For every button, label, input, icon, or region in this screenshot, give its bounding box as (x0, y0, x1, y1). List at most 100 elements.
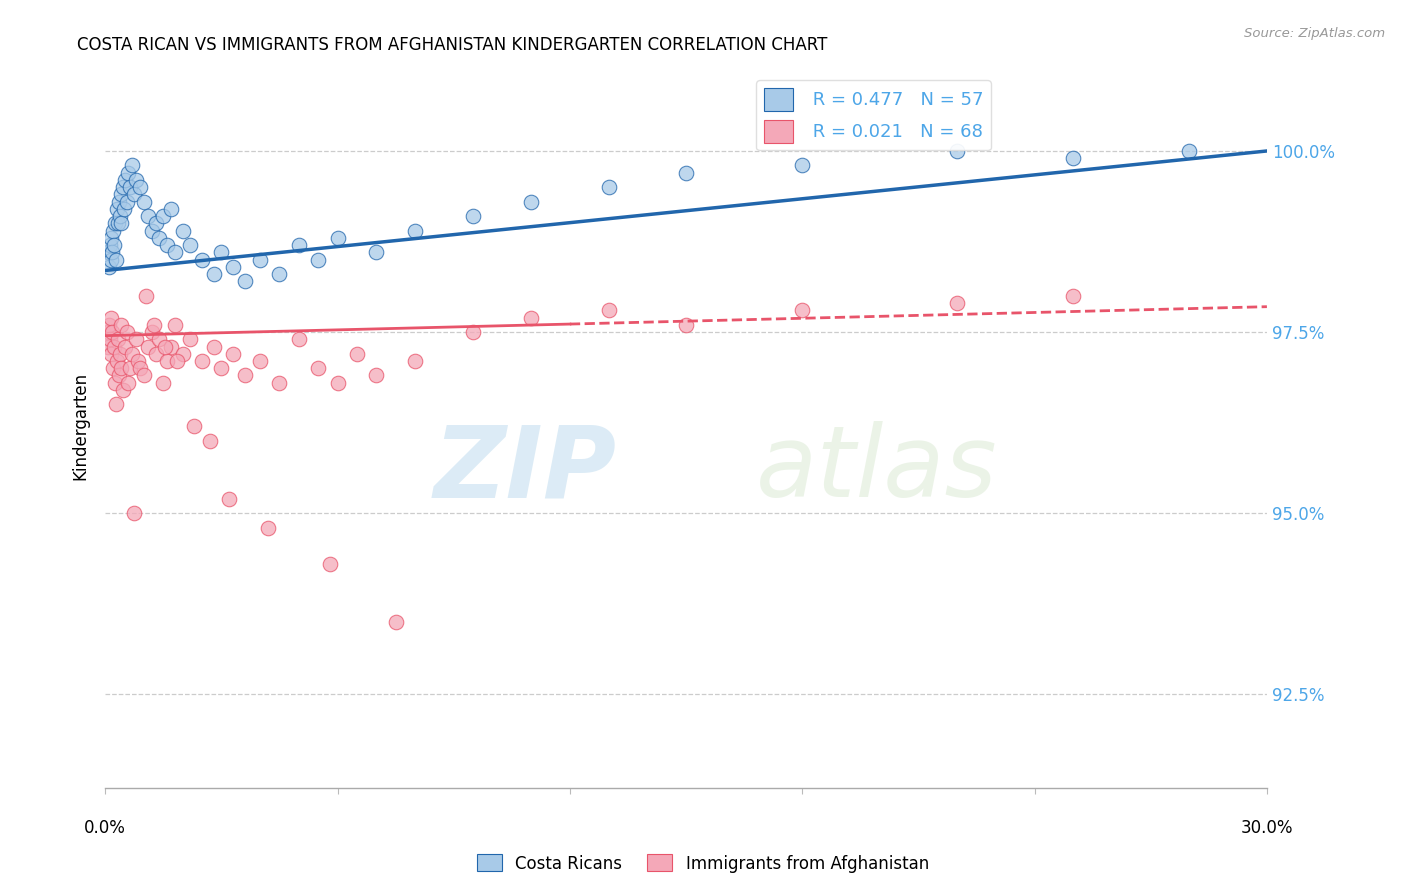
Point (218, 491, 240, 506)
Point (122, 187, 145, 202)
Point (105, 354, 128, 368)
Point (156, 238, 179, 252)
Point (98, 318, 121, 332)
Point (366, 368, 388, 383)
Point (319, 557, 342, 571)
Point (96, 325, 118, 339)
Point (100, 252, 122, 267)
Point (148, 332, 170, 346)
Legend:  R = 0.477   N = 57,  R = 0.021   N = 68: R = 0.477 N = 57, R = 0.021 N = 68 (756, 80, 991, 150)
Point (233, 274, 256, 288)
Point (326, 376, 349, 390)
Point (110, 216, 132, 230)
Point (946, 144, 969, 158)
Point (145, 347, 167, 361)
Point (156, 354, 179, 368)
Point (132, 194, 155, 209)
Point (110, 361, 132, 376)
Point (129, 180, 152, 194)
Point (166, 354, 188, 368)
Point (112, 202, 135, 216)
Point (155, 339, 177, 353)
Point (100, 231, 122, 245)
Point (101, 224, 124, 238)
Point (107, 332, 129, 346)
Point (675, 166, 697, 180)
Point (121, 158, 143, 172)
Text: atlas: atlas (756, 421, 997, 518)
Point (404, 354, 426, 368)
Point (148, 231, 170, 245)
Point (125, 173, 148, 187)
Point (160, 202, 183, 216)
Point (122, 506, 145, 520)
Point (108, 209, 131, 223)
Point (209, 245, 232, 260)
Point (136, 339, 159, 353)
Point (461, 325, 484, 339)
Point (288, 332, 311, 346)
Point (129, 361, 152, 376)
Point (152, 209, 174, 223)
Point (792, 303, 814, 318)
Point (520, 310, 543, 325)
Point (97, 245, 120, 260)
Legend: Costa Ricans, Immigrants from Afghanistan: Costa Ricans, Immigrants from Afghanista… (471, 847, 935, 880)
Point (152, 376, 174, 390)
Point (326, 231, 349, 245)
Point (97, 339, 120, 353)
Point (249, 354, 271, 368)
Point (132, 368, 155, 383)
Point (114, 339, 136, 353)
Point (675, 318, 697, 332)
Point (346, 347, 368, 361)
Text: 30.0%: 30.0% (1240, 819, 1294, 837)
Point (191, 354, 214, 368)
Point (249, 252, 271, 267)
Point (1062, 289, 1084, 303)
Point (202, 339, 225, 353)
Point (136, 209, 159, 223)
Point (142, 318, 165, 332)
Point (183, 419, 205, 434)
Point (98, 332, 121, 346)
Point (461, 209, 484, 223)
Text: COSTA RICAN VS IMMIGRANTS FROM AFGHANISTAN KINDERGARTEN CORRELATION CHART: COSTA RICAN VS IMMIGRANTS FROM AFGHANIST… (77, 36, 828, 54)
Point (307, 361, 329, 376)
Point (104, 216, 127, 230)
Point (172, 347, 194, 361)
Point (307, 252, 329, 267)
Text: Source: ZipAtlas.com: Source: ZipAtlas.com (1244, 27, 1385, 40)
Point (103, 339, 125, 353)
Point (127, 354, 149, 368)
Point (1178, 144, 1201, 158)
Point (792, 158, 814, 172)
Point (101, 245, 124, 260)
Point (111, 383, 134, 397)
Point (114, 173, 136, 187)
Text: ZIP: ZIP (433, 421, 616, 518)
Point (104, 376, 127, 390)
Point (202, 267, 225, 281)
Point (100, 310, 122, 325)
Point (163, 245, 186, 260)
Point (111, 180, 134, 194)
Point (105, 397, 128, 411)
Point (163, 318, 186, 332)
Point (110, 318, 132, 332)
Point (108, 347, 131, 361)
Point (141, 224, 163, 238)
Point (121, 347, 143, 361)
Point (946, 296, 969, 310)
Point (105, 202, 128, 216)
Point (107, 216, 129, 230)
Point (117, 376, 139, 390)
Point (145, 216, 167, 230)
Y-axis label: Kindergarten: Kindergarten (72, 372, 89, 480)
Point (110, 187, 132, 202)
Point (269, 267, 291, 281)
Point (384, 615, 406, 629)
Point (366, 245, 388, 260)
Point (101, 325, 124, 339)
Point (115, 325, 138, 339)
